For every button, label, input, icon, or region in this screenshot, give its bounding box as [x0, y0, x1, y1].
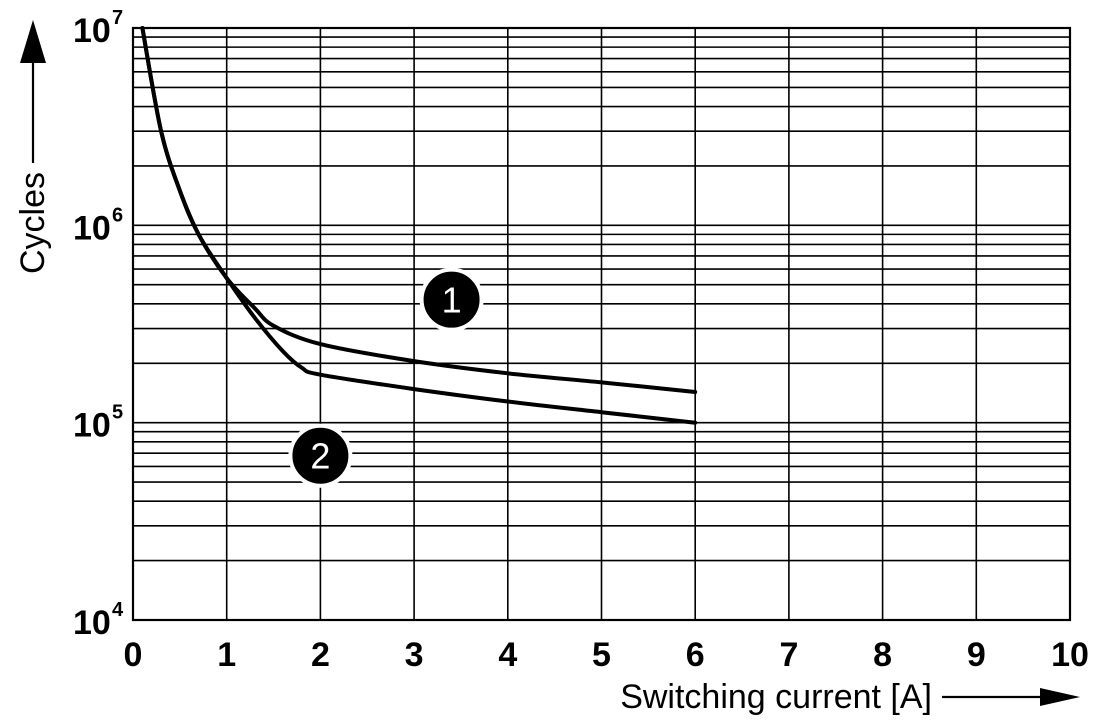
- series-markers: 12: [288, 267, 484, 488]
- curves: [140, 26, 698, 425]
- x-axis-arrow-icon: [942, 688, 1080, 706]
- y-tick-base: 10: [73, 604, 111, 642]
- marker-label: 1: [442, 280, 462, 321]
- series-marker-2: 2: [288, 423, 353, 488]
- x-axis-title: Switching current [A]: [620, 678, 932, 716]
- y-tick-base: 10: [73, 407, 111, 445]
- y-axis-title-group: Cycles: [14, 20, 52, 274]
- x-tick-label: 6: [686, 636, 705, 674]
- y-tick-exponent: 5: [112, 402, 123, 424]
- y-tick-exponent: 7: [112, 7, 123, 29]
- x-tick-label: 3: [405, 636, 424, 674]
- series-marker-1: 1: [419, 267, 484, 332]
- x-axis-title-group: Switching current [A]: [620, 678, 1080, 716]
- y-axis-arrow-icon: [20, 20, 46, 163]
- series-line-1: [140, 26, 698, 394]
- x-tick-label: 2: [311, 636, 330, 674]
- y-tick-exponent: 6: [112, 204, 123, 226]
- y-tick-label: 10 7: [73, 7, 123, 50]
- y-tick-label: 10 5: [73, 402, 123, 445]
- y-tick-label: 10 4: [73, 599, 124, 642]
- plot-frame: [131, 26, 1072, 622]
- x-tick-label: 10: [1051, 636, 1089, 674]
- y-tick-label: 10 6: [73, 204, 123, 247]
- marker-circle: [288, 423, 353, 488]
- x-tick-label: 7: [779, 636, 798, 674]
- x-tick-label: 8: [873, 636, 892, 674]
- y-tick-exponent: 4: [112, 599, 124, 621]
- x-tick-label: 4: [498, 636, 517, 674]
- series-line-2: [140, 26, 698, 425]
- x-tick-label: 5: [592, 636, 611, 674]
- grid: [133, 28, 1070, 620]
- y-tick-base: 10: [73, 209, 111, 247]
- x-tick-label: 9: [967, 636, 986, 674]
- marker-circle: [419, 267, 484, 332]
- y-tick-base: 10: [73, 12, 111, 50]
- marker-label: 2: [310, 436, 330, 477]
- x-tick-label: 1: [217, 636, 236, 674]
- x-tick-labels: 0 1 2 3 4 5 6 7 8 9 10: [124, 636, 1089, 674]
- x-tick-label: 0: [124, 636, 143, 674]
- y-axis-title: Cycles: [14, 172, 52, 274]
